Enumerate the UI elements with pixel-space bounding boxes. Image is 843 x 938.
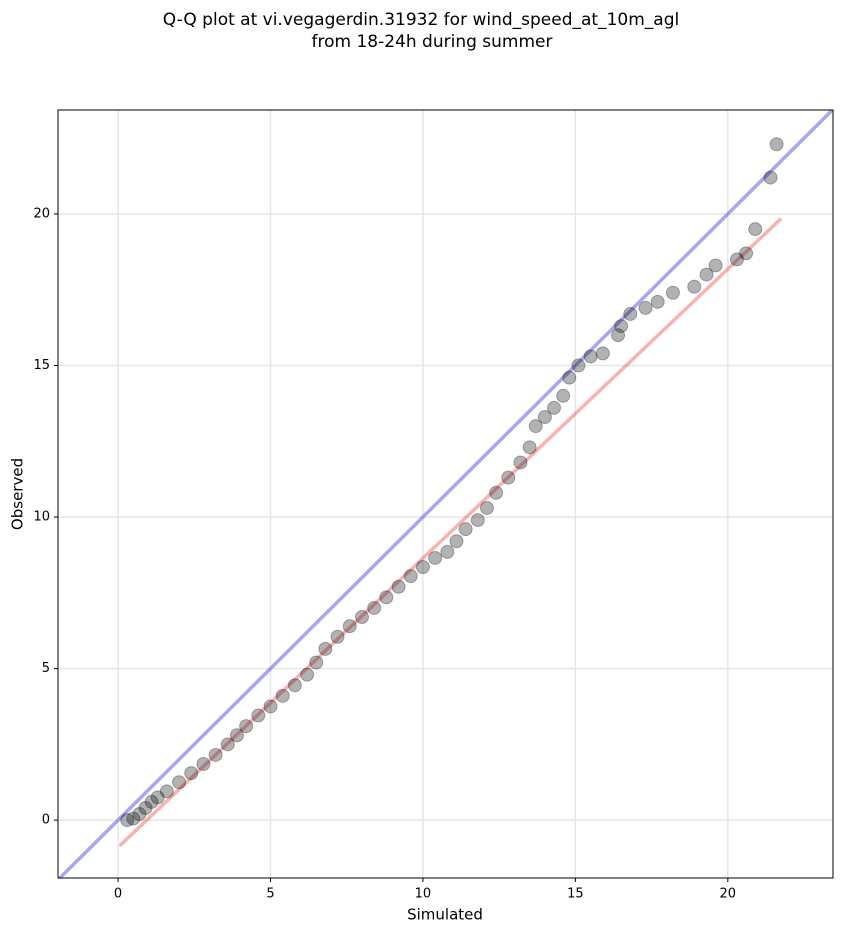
- point: [522, 440, 537, 455]
- reference-line: [58, 110, 833, 878]
- y-tick-label: 0: [42, 813, 50, 828]
- point: [458, 522, 473, 537]
- point: [449, 534, 464, 549]
- point: [208, 747, 223, 762]
- point: [354, 610, 369, 625]
- points: [120, 137, 784, 828]
- point: [748, 222, 763, 237]
- chart-title: Q-Q plot at vi.vegagerdin.31932 for wind…: [163, 10, 679, 30]
- y-tick-label: 5: [42, 661, 50, 676]
- point: [251, 708, 266, 723]
- point: [513, 455, 528, 470]
- point: [665, 285, 680, 300]
- point: [699, 267, 714, 282]
- point: [638, 300, 653, 315]
- point: [614, 319, 629, 334]
- point: [583, 349, 598, 364]
- x-axis-label: Simulated: [407, 906, 483, 924]
- plot-frame: [57, 109, 834, 879]
- point: [769, 137, 784, 152]
- x-tick-label: 5: [266, 887, 274, 902]
- y-axis-label: Observed: [9, 458, 27, 530]
- point: [440, 544, 455, 559]
- point: [150, 790, 165, 805]
- x-tick-label: 15: [567, 887, 584, 902]
- x-tick-label: 10: [415, 887, 432, 902]
- point: [729, 252, 744, 267]
- point: [144, 794, 159, 809]
- point: [126, 811, 141, 826]
- point: [562, 370, 577, 385]
- point: [342, 619, 357, 634]
- point: [309, 655, 324, 670]
- chart-title: from 18-24h during summer: [312, 32, 553, 52]
- point: [489, 485, 504, 500]
- point: [239, 719, 254, 734]
- y-tick-label: 15: [33, 358, 50, 373]
- point: [501, 470, 516, 485]
- point: [479, 500, 494, 515]
- point: [403, 569, 418, 584]
- point: [220, 737, 235, 752]
- point: [537, 410, 552, 425]
- point: [611, 328, 626, 343]
- point: [595, 346, 610, 361]
- point: [330, 629, 345, 644]
- point: [120, 813, 135, 828]
- point: [367, 600, 382, 615]
- point: [138, 800, 153, 815]
- point: [528, 419, 543, 434]
- y-tick-label: 10: [33, 510, 50, 525]
- point: [739, 246, 754, 261]
- point: [470, 513, 485, 528]
- point: [196, 757, 211, 772]
- reference-lines: [58, 110, 833, 878]
- x-tick-label: 20: [720, 887, 737, 902]
- point: [428, 550, 443, 565]
- point: [184, 766, 199, 781]
- point: [687, 279, 702, 294]
- point: [318, 641, 333, 656]
- grid: [58, 110, 833, 878]
- point: [547, 400, 562, 415]
- point: [159, 784, 174, 799]
- point: [132, 807, 147, 822]
- y-tick-label: 20: [33, 206, 50, 221]
- point: [623, 306, 638, 321]
- point: [708, 258, 723, 273]
- point: [263, 699, 278, 714]
- point: [415, 560, 430, 575]
- point: [379, 590, 394, 605]
- point: [391, 579, 406, 594]
- point: [556, 388, 571, 403]
- point: [229, 728, 244, 743]
- reference-line: [118, 217, 783, 848]
- point: [650, 294, 665, 309]
- point: [287, 678, 302, 693]
- x-tick-label: 0: [114, 887, 122, 902]
- point: [300, 667, 315, 682]
- point: [275, 688, 290, 703]
- point: [172, 775, 187, 790]
- point: [763, 170, 778, 185]
- point: [571, 358, 586, 373]
